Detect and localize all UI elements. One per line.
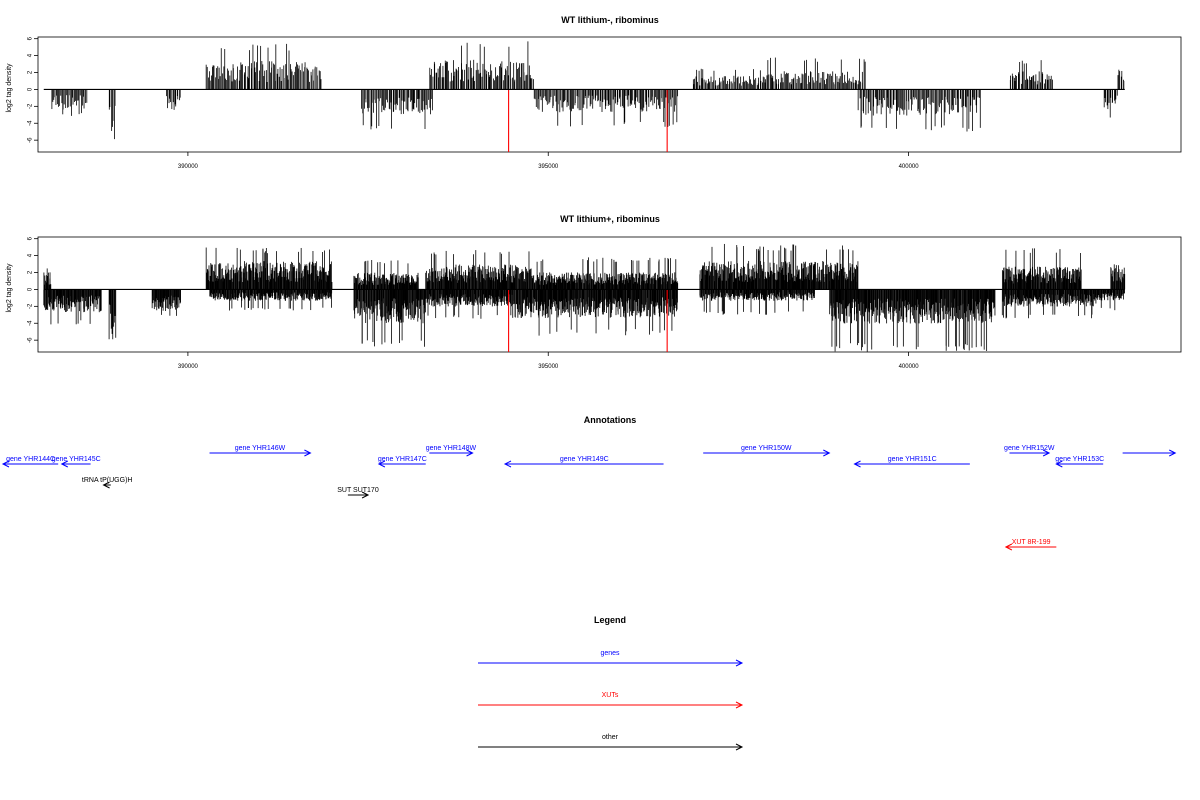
y-tick-label: 6 [28, 36, 34, 40]
y-tick-label: 4 [28, 53, 34, 57]
annotation-label: XUT 8R-199 [1012, 539, 1051, 546]
plot-frame-0 [37, 36, 1182, 153]
annotation-feature: gene YHR150W [703, 445, 831, 457]
y-tick-label: -6 [28, 337, 34, 343]
annotation-feature: gene YHR153C [1055, 456, 1104, 468]
bars-1 [43, 243, 1126, 352]
bars-0 [43, 41, 1125, 152]
annotation-arrowhead [503, 460, 512, 468]
annotation-feature: gene YHR147C [377, 456, 427, 468]
annotation-arrowhead [60, 460, 69, 468]
annotation-arrowhead [102, 481, 110, 489]
annotation-arrowhead [361, 491, 370, 499]
y-tick-label: 4 [28, 253, 34, 257]
y-tick-label: 2 [28, 70, 34, 74]
annotation-arrowhead [377, 460, 386, 468]
y-tick-label: -4 [28, 320, 34, 326]
y-tick-label: 0 [28, 87, 34, 91]
chart-title-1: WT lithium+, ribominus [560, 214, 660, 224]
y-tick-label: 6 [28, 236, 34, 240]
annotation-label: gene YHR152W [1004, 445, 1055, 452]
annotations-title: Annotations [584, 415, 637, 425]
annotation-label: tRNA tP(UGG)H [82, 477, 133, 484]
y-tick-label: -6 [28, 137, 34, 143]
annotation-arrowhead [304, 449, 312, 457]
annotation-arrowhead [823, 449, 831, 457]
legend-panel: Legend genes XUTs other [478, 615, 744, 751]
y-axis-label-1: log2 tag density [6, 263, 13, 313]
annotation-feature: gene YHR148W [426, 445, 477, 457]
annotation-arrowhead [1004, 543, 1013, 551]
legend-item: XUTs [478, 692, 744, 709]
y-axis-label-0: log2 tag density [6, 63, 13, 113]
legend-title: Legend [594, 615, 626, 625]
y-tick-label: 2 [28, 270, 34, 274]
annotation-arrowhead [1042, 449, 1051, 457]
annotation-label: gene YHR148W [426, 445, 477, 452]
y-tick-label: -2 [28, 103, 34, 109]
annotation-label: gene YHR150W [741, 445, 792, 452]
annotation-label: gene YHR145C [52, 456, 101, 463]
x-tick-label: 400000 [899, 364, 920, 370]
annotation-feature: gene YHR145C [52, 456, 101, 468]
axes-1: -6 -4 -2 0 2 4 6 390000 395000 400000 [28, 236, 920, 370]
y-tick-label: 0 [28, 287, 34, 291]
chart-panel-1: WT lithium+, ribominus log2 tag density … [6, 214, 1182, 370]
annotation-feature: SUT SUT170 [337, 487, 379, 499]
annotation-arrowhead [1, 460, 10, 468]
annotation-label: gene YHR153C [1055, 456, 1104, 463]
legend-label: other [602, 734, 619, 741]
annotation-feature: tRNA tP(UGG)H [82, 477, 133, 489]
annotation-feature: gene YHR151C [853, 456, 970, 468]
annotation-arrowhead [1169, 449, 1177, 457]
annotation-label: SUT SUT170 [337, 487, 379, 494]
x-tick-label: 395000 [538, 164, 559, 170]
x-tick-label: 390000 [178, 164, 199, 170]
annotation-feature: gene YHR144C [1, 456, 59, 468]
chart-title-0: WT lithium-, ribominus [561, 15, 659, 25]
legend-items: genes XUTs other [478, 650, 744, 751]
y-tick-label: -4 [28, 120, 34, 126]
annotation-feature: gene YHR149C [503, 456, 664, 468]
annotation-feature: gene YHR146W [209, 445, 312, 457]
y-tick-label: -2 [28, 303, 34, 309]
x-tick-label: 400000 [899, 164, 920, 170]
axes-0: -6 -4 -2 0 2 4 6 390000 395000 400000 [28, 36, 920, 170]
annotation-arrowhead [1055, 460, 1063, 468]
legend-label: genes [600, 650, 620, 657]
legend-arrowhead [735, 701, 744, 709]
legend-item: other [478, 734, 744, 751]
chart-panel-0: WT lithium-, ribominus log2 tag density … [6, 15, 1182, 170]
legend-arrowhead [735, 659, 744, 667]
legend-label: XUTs [602, 692, 619, 699]
x-tick-label: 390000 [178, 364, 199, 370]
annotation-arrowhead [853, 460, 861, 468]
annotation-arrowhead [466, 449, 474, 457]
x-tick-label: 395000 [538, 364, 559, 370]
annotation-label: gene YHR149C [560, 456, 609, 463]
plot-frame-1 [37, 236, 1182, 353]
annotation-feature [1122, 449, 1177, 457]
legend-arrowhead [735, 743, 744, 751]
annotation-label: gene YHR144C [6, 456, 55, 463]
annotation-label: gene YHR146W [235, 445, 286, 452]
annotation-label: gene YHR151C [888, 456, 937, 463]
annotation-feature: gene YHR152W [1004, 445, 1055, 457]
legend-item: genes [478, 650, 744, 667]
annotation-feature: XUT 8R-199 [1004, 539, 1057, 551]
annotation-label: gene YHR147C [378, 456, 427, 463]
